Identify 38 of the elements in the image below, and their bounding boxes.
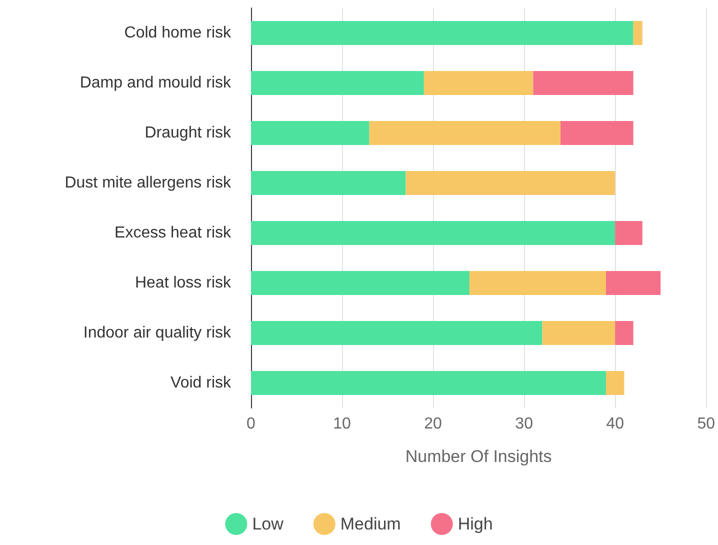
bar <box>251 171 406 195</box>
x-tick-label: 30 <box>515 416 534 432</box>
bar <box>606 271 661 295</box>
bar <box>369 121 560 145</box>
y-tick-label: Heat loss risk <box>134 274 232 292</box>
bar <box>251 121 370 145</box>
x-tick-label: 0 <box>246 416 256 432</box>
y-tick-label: Indoor air quality risk <box>83 324 232 342</box>
x-tick-label: 40 <box>606 416 624 432</box>
x-tick-label: 20 <box>424 416 442 432</box>
x-tick-label: 10 <box>333 416 352 432</box>
bar <box>542 321 616 345</box>
y-tick-label: Excess heat risk <box>114 224 232 242</box>
bar <box>615 221 642 245</box>
y-tick-label: Draught risk <box>144 124 232 142</box>
bar <box>251 271 470 295</box>
bar <box>469 271 606 295</box>
legend-label: High <box>458 514 493 534</box>
bar <box>251 71 424 95</box>
y-tick-label: Damp and mould risk <box>80 74 232 92</box>
y-tick-label: Void risk <box>170 374 232 392</box>
x-tick-label: 50 <box>697 416 716 432</box>
bar <box>251 321 542 345</box>
bar <box>251 21 634 45</box>
bar <box>533 71 634 95</box>
bar <box>251 221 616 245</box>
bar <box>424 71 534 95</box>
y-tick-label: Dust mite allergens risk <box>64 174 232 192</box>
bar <box>251 371 606 395</box>
legend-label: Low <box>252 514 284 534</box>
bar <box>406 171 616 195</box>
y-tick-label: Cold home risk <box>124 24 232 42</box>
legend-label: Medium <box>340 514 401 534</box>
bar <box>633 21 642 45</box>
bar <box>606 371 624 395</box>
bar <box>560 121 634 145</box>
bar <box>615 321 634 345</box>
x-axis-title: Number Of Insights <box>405 447 552 466</box>
